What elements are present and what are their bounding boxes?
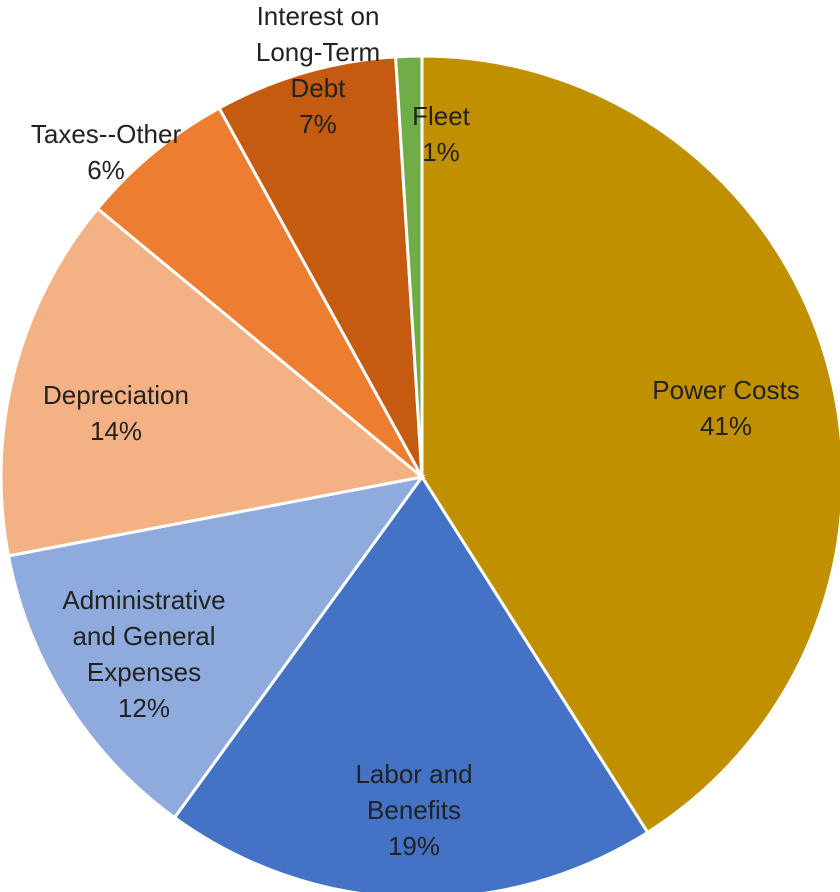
labels-layer: Power Costs 41% Labor and Benefits 19% Admini…	[31, 1, 800, 861]
slice-category-label: Labor and	[355, 759, 472, 789]
slice-percent-label: 19%	[388, 831, 440, 861]
slice-category-label: Long-Term	[256, 37, 380, 67]
slice-category-label: Benefits	[367, 795, 461, 825]
data-label-depreciation: Depreciation 14%	[43, 380, 189, 446]
slice-category-label: Administrative	[62, 585, 225, 615]
pie-slice-power-costs	[420, 54, 840, 835]
slice-category-label: Depreciation	[43, 380, 189, 410]
data-label-administrative-and-general-expenses: Administrative and General Expenses 12%	[62, 585, 225, 723]
slice-percent-label: 6%	[87, 155, 125, 185]
slice-category-label: Fleet	[412, 101, 471, 131]
slices-layer	[0, 54, 840, 892]
data-label-labor-and-benefits: Labor and Benefits 19%	[355, 759, 472, 861]
slice-category-label: Power Costs	[652, 375, 799, 405]
data-label-power-costs: Power Costs 41%	[652, 375, 799, 441]
slice-category-label: Expenses	[87, 657, 201, 687]
slice-percent-label: 1%	[422, 137, 460, 167]
slice-percent-label: 14%	[90, 416, 142, 446]
slice-percent-label: 7%	[299, 109, 337, 139]
slice-percent-label: 41%	[700, 411, 752, 441]
pie-slice-taxes-other	[95, 106, 424, 479]
slice-percent-label: 12%	[118, 693, 170, 723]
slice-category-label: Interest on	[257, 1, 380, 31]
data-label-interest-on-long-term-debt: Interest on Long-Term Debt 7%	[256, 1, 380, 139]
slice-category-label: Debt	[291, 73, 347, 103]
pie-slice-fleet	[393, 54, 424, 478]
data-label-taxes-other: Taxes--Other 6%	[31, 119, 182, 185]
pie-slice-labor-and-benefits	[172, 474, 650, 892]
data-label-fleet: Fleet 1%	[412, 101, 471, 167]
slice-category-label: Taxes--Other	[31, 119, 182, 149]
slice-category-label: and General	[72, 621, 215, 651]
pie-slice-depreciation	[0, 206, 426, 558]
pie-slice-administrative-and-general-expenses	[6, 474, 426, 820]
pie-slice-interest-on-long-term-debt	[217, 55, 424, 478]
